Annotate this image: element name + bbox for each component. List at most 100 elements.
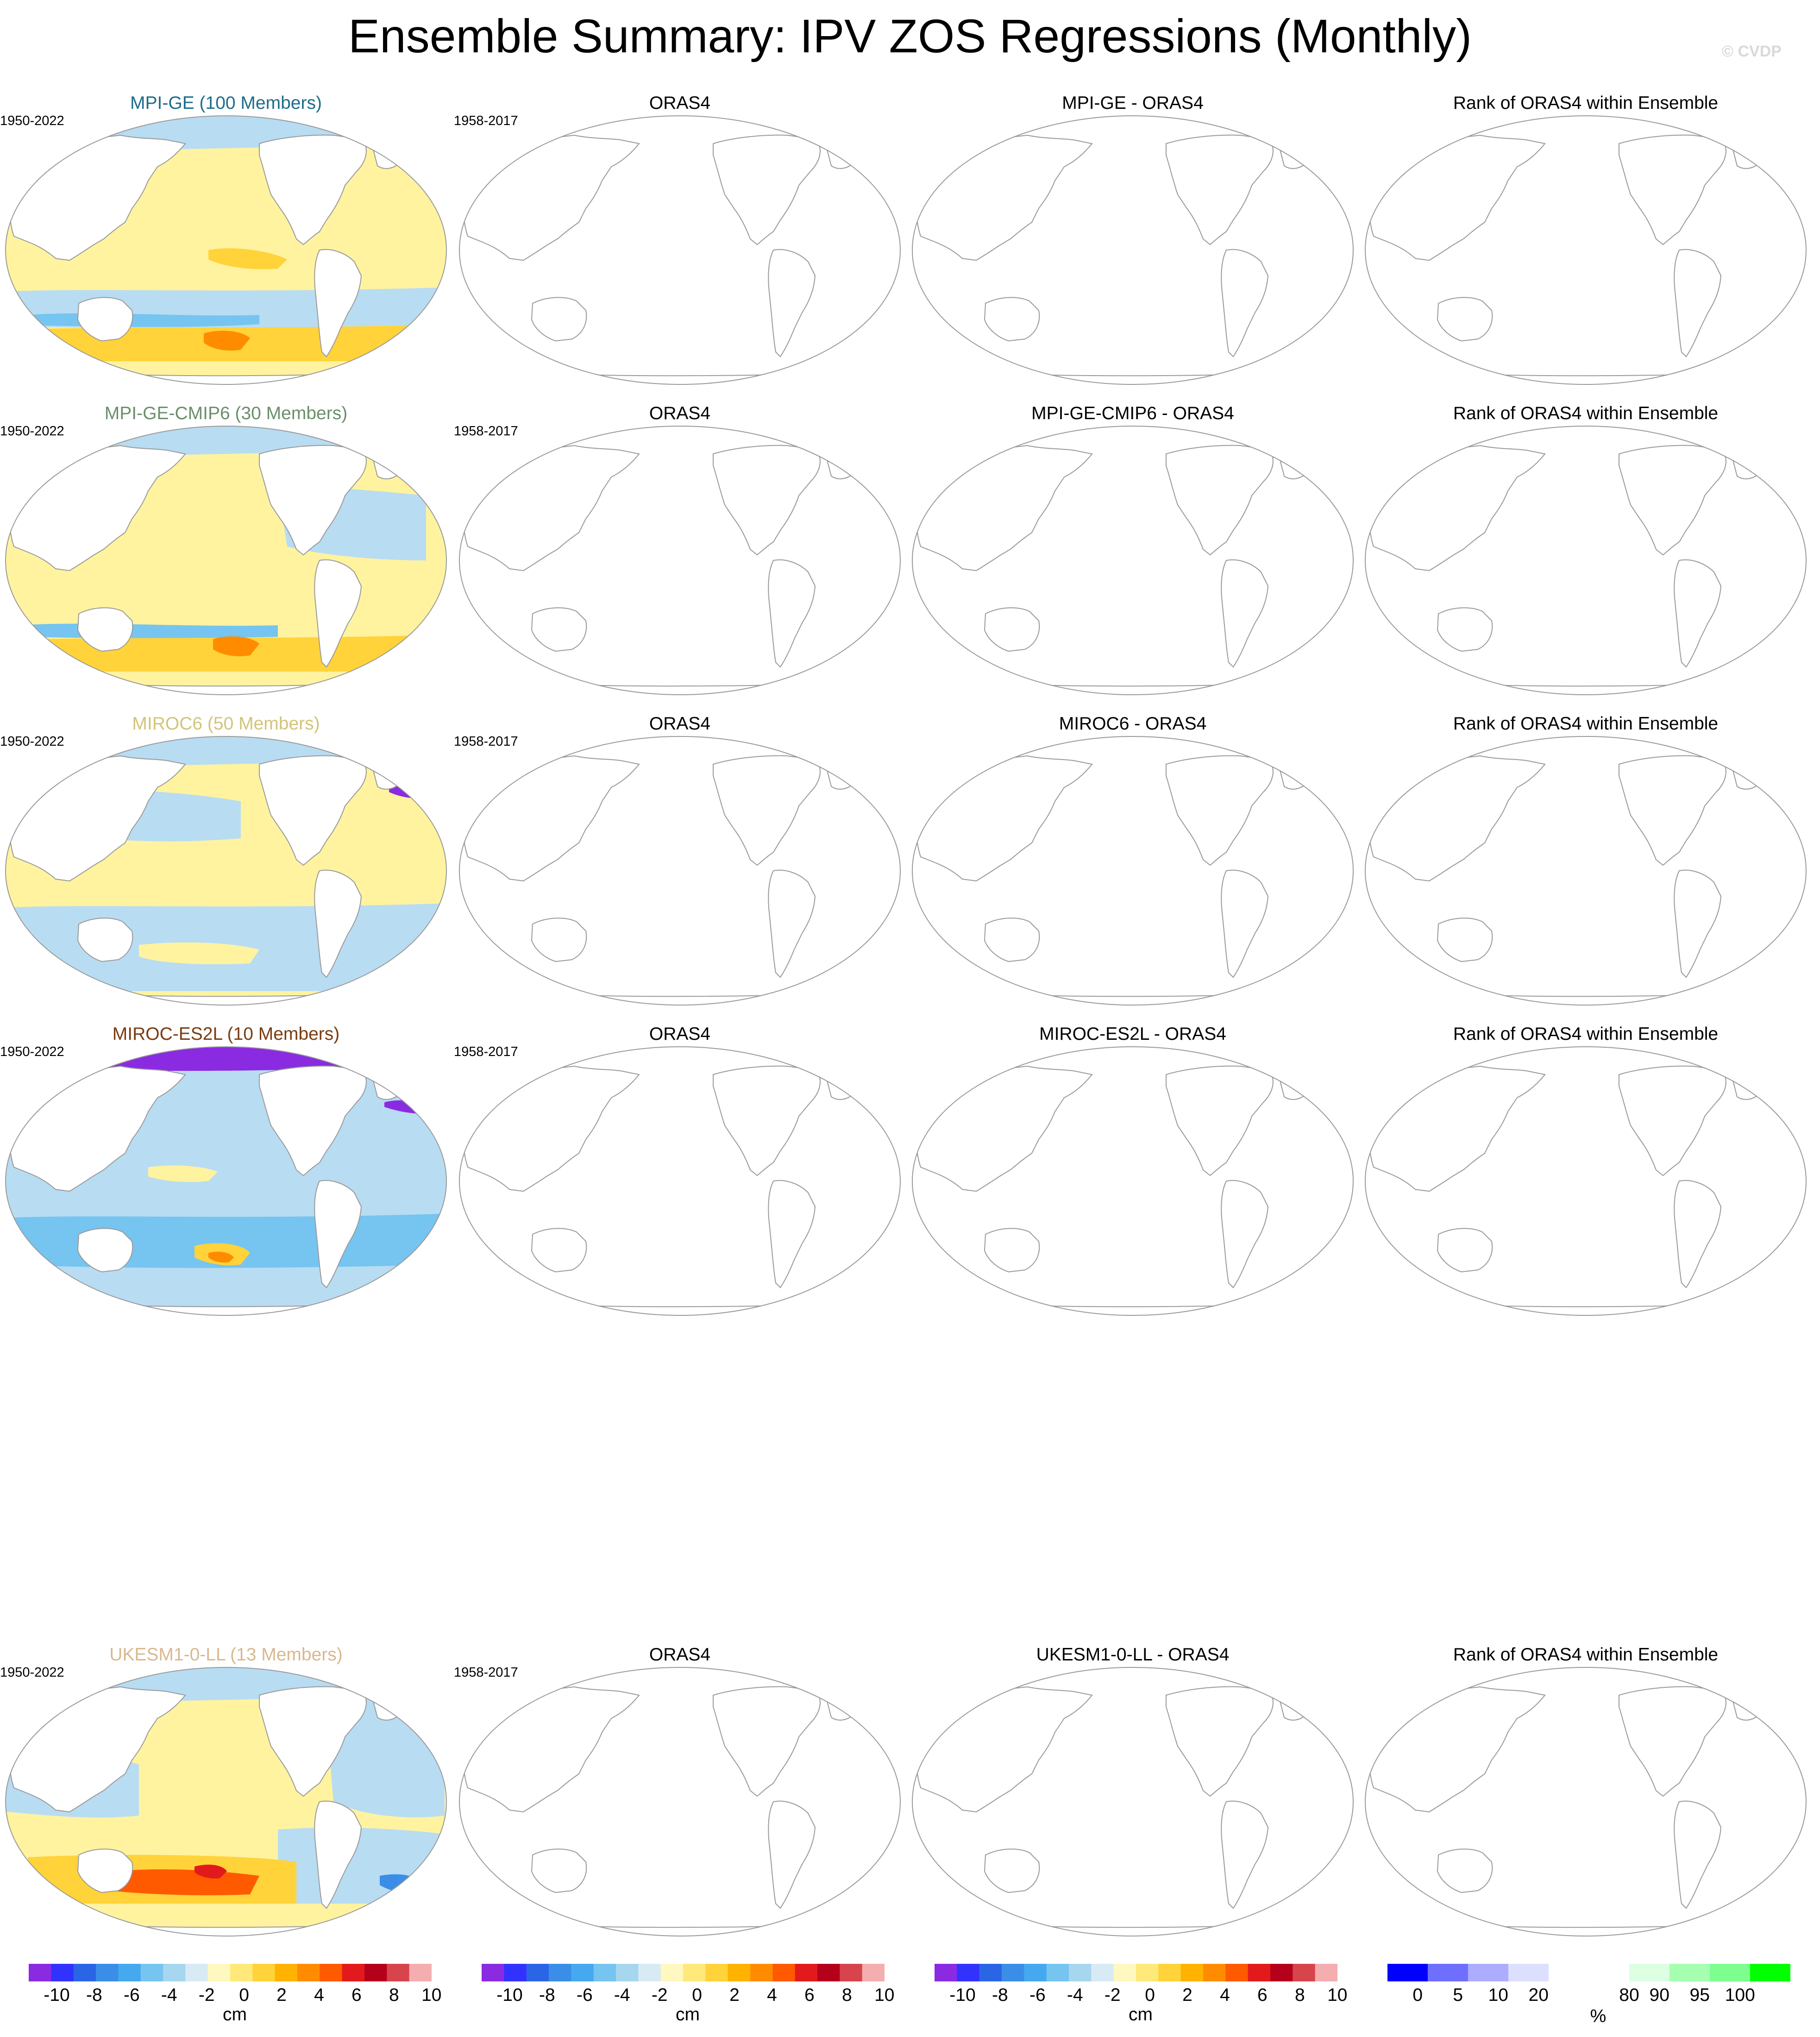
colorbar-swatch [571,1964,594,1981]
colorbar-swatch [1180,1964,1204,1981]
colorbar-swatch [51,1964,74,1981]
map-boundary [1365,115,1807,385]
model-map [5,1046,447,1316]
colorbar-swatch [118,1964,141,1981]
colorbar-tick-label: -8 [86,1985,102,2005]
continent-outline [531,297,587,342]
colorbar-swatch [705,1964,728,1981]
field-region [195,1864,227,1879]
continent-outline [259,1686,367,1797]
colorbar-swatch [1248,1964,1271,1981]
colorbar-swatch [1750,1964,1791,1981]
colorbar-tick-label: -2 [1104,1985,1121,2005]
map-boundary [912,1046,1354,1316]
continent-outline [259,1065,367,1176]
colorbar-tick-label: -2 [651,1985,668,2005]
colorbar-swatch [1710,1964,1751,1981]
continent-outline [1437,297,1493,342]
colorbar-swatch [1046,1964,1069,1981]
colorbar-swatch [1428,1964,1469,1981]
panel-rank: Rank of ORAS4 within Ensemble [1360,1024,1812,1334]
colorbar-swatch [1468,1964,1509,1981]
period-label: 1958-2017 [454,113,518,128]
panel-title: UKESM1-0-LL - ORAS4 [1036,1645,1230,1665]
colorbar-swatch [1589,1964,1630,1981]
panel-title: MIROC6 (50 Members) [132,714,320,734]
panel-model: UKESM1-0-LL (13 Members) 1950-2022 [0,1644,452,1955]
continent-outline [1619,755,1726,866]
colorbar-tick-label: 90 [1649,1985,1669,2005]
model-map [5,115,447,385]
period-label: 1958-2017 [454,424,518,439]
colorbar-swatch [593,1964,616,1981]
colorbar-swatch [364,1964,387,1981]
regression-colorbar: -10 -8 -6 -4 -2 0 2 4 6 8 10 cm [935,1964,1347,2033]
colorbar-tick-label: 10 [421,1985,442,2005]
colorbar-tick-label: 10 [874,1985,895,2005]
colorbar-swatch [526,1964,549,1981]
colorbar-tick-label: 6 [1257,1985,1268,2005]
colorbar-tick-label: 8 [841,1985,852,2005]
panel-model: MIROC-ES2L (10 Members) 1950-2022 [0,1024,452,1334]
panel-title: MIROC6 - ORAS4 [1059,714,1207,734]
diff-map [912,736,1354,1006]
field-region [213,636,259,656]
field-region [139,942,259,964]
map-boundary [459,426,901,695]
colorbar-tick-label: 8 [1294,1985,1305,2005]
continent-outline [259,134,367,245]
colorbar-swatch [1225,1964,1249,1981]
continent-outline [984,918,1040,962]
map-boundary [912,736,1354,1006]
panel-title: MPI-GE-CMIP6 (30 Members) [104,403,348,423]
colorbar-tick-label: -4 [161,1985,177,2005]
colorbar-tick-label: 4 [314,1985,324,2005]
map-boundary [1365,426,1807,695]
panel-title: UKESM1-0-LL (13 Members) [109,1645,343,1665]
colorbar-swatch [275,1964,298,1981]
field-region [6,116,446,153]
map-boundary [912,426,1354,695]
map-boundary [5,426,447,695]
colorbar-swatch [1091,1964,1114,1981]
diff-map [912,115,1354,385]
panel-title: ORAS4 [649,1024,711,1044]
map-boundary [1365,1046,1807,1316]
rank-map [1365,426,1807,695]
map-boundary [5,1046,447,1316]
panel-model: MPI-GE-CMIP6 (30 Members) 1950-2022 [0,403,452,713]
field-region [208,248,287,270]
colorbar-swatch [1136,1964,1159,1981]
continent-outline [1437,607,1493,652]
colorbar-swatch [387,1964,410,1981]
map-boundary [459,1667,901,1936]
field-region [19,623,278,639]
panel-obs: ORAS4 1958-2017 [454,93,906,403]
colorbar-tick-label: 4 [767,1985,777,2005]
continent-outline [1437,918,1493,962]
page-title: Ensemble Summary: IPV ZOS Regressions (M… [348,10,1472,63]
continent-outline [1221,1180,1269,1289]
panel-title: ORAS4 [649,714,711,734]
continent-outline [768,869,816,978]
colorbar-tick-label: -8 [539,1985,555,2005]
colorbar-swatch [342,1964,365,1981]
period-label: 1958-2017 [454,734,518,749]
colorbar-swatch [230,1964,253,1981]
period-label: 1950-2022 [0,113,64,128]
colorbar-swatch [549,1964,571,1981]
colorbar-swatch [1270,1964,1293,1981]
colorbar-tick-label: 10 [1327,1985,1348,2005]
colorbar-swatch [409,1964,432,1981]
field-region [6,426,446,459]
colorbar-swatch [1315,1964,1338,1981]
panel-title: Rank of ORAS4 within Ensemble [1453,93,1719,113]
continent-outline [1674,559,1722,668]
model-map [5,426,447,695]
continent-outline [713,1686,821,1797]
colorbar-swatch [840,1964,863,1981]
continent-outline [314,1800,362,1909]
panel-rank: Rank of ORAS4 within Ensemble [1360,93,1812,403]
continent-outline [1674,1180,1722,1289]
panel-title: Rank of ORAS4 within Ensemble [1453,1645,1719,1665]
